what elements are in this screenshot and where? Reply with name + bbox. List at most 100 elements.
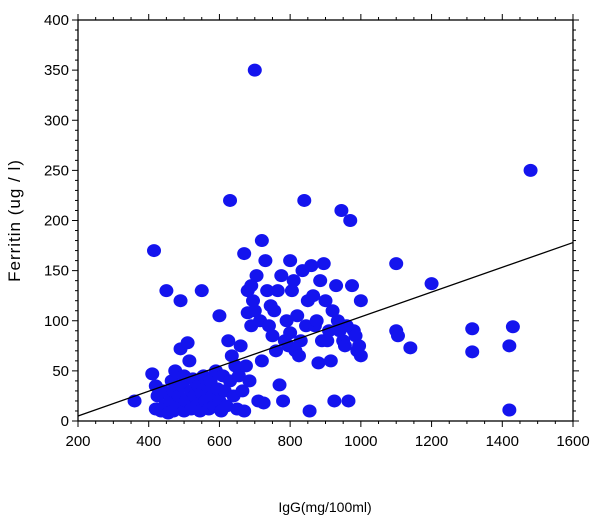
data-point	[329, 279, 344, 293]
data-point	[256, 396, 271, 410]
data-point	[348, 329, 363, 343]
data-point	[284, 284, 299, 298]
y-tick-label: 50	[52, 363, 69, 380]
data-point	[316, 257, 331, 271]
data-point	[313, 274, 328, 288]
data-point	[180, 336, 195, 350]
data-point	[297, 193, 312, 207]
data-point	[270, 284, 285, 298]
data-point	[390, 329, 405, 343]
data-point	[343, 214, 358, 227]
data-point	[223, 193, 238, 207]
data-point	[322, 324, 337, 338]
data-point	[353, 294, 368, 308]
data-point	[246, 294, 261, 308]
data-point	[311, 356, 326, 370]
data-point	[523, 163, 538, 177]
data-point	[293, 334, 308, 348]
data-point	[389, 257, 404, 271]
data-point	[235, 384, 250, 398]
data-point	[290, 309, 305, 323]
data-point	[320, 334, 335, 348]
data-point	[242, 374, 257, 388]
data-point	[244, 279, 259, 293]
data-point	[247, 304, 262, 318]
data-point	[224, 349, 239, 363]
x-tick-label: 1200	[415, 433, 448, 450]
data-point	[173, 294, 188, 308]
data-point	[403, 341, 418, 355]
x-tick-label: 600	[207, 433, 232, 450]
data-point	[502, 403, 517, 417]
data-point	[276, 394, 291, 408]
y-tick-label: 350	[44, 62, 69, 79]
y-tick-label: 0	[61, 413, 69, 430]
y-tick-label: 150	[44, 263, 69, 280]
x-axis-label: IgG(mg/100ml)	[278, 499, 371, 515]
y-axis-label: Ferritin (ug / l)	[5, 159, 24, 282]
data-point	[353, 349, 368, 363]
data-point	[258, 254, 273, 268]
data-point	[267, 304, 282, 318]
data-point	[247, 63, 262, 77]
data-point	[318, 294, 333, 308]
data-point	[291, 349, 306, 363]
data-point	[145, 367, 160, 381]
data-point	[274, 269, 289, 283]
data-point	[345, 279, 360, 293]
data-point	[182, 354, 197, 368]
data-point	[352, 339, 367, 353]
data-point	[306, 289, 321, 303]
tick-labels: 200 400 600 800 1000 1200 1400 1600 0 50 100 150 200…	[44, 12, 590, 450]
data-point	[283, 326, 298, 340]
regression-line	[77, 241, 574, 417]
data-point	[327, 394, 342, 408]
x-tick-label: 400	[136, 433, 161, 450]
data-point	[194, 284, 209, 298]
data-point	[465, 322, 480, 336]
data-point	[286, 274, 301, 288]
x-tick-label: 1000	[344, 433, 377, 450]
fit-line-layer	[77, 241, 574, 417]
data-point	[283, 254, 298, 268]
data-point	[302, 404, 317, 418]
data-point	[249, 269, 264, 283]
data-point	[159, 284, 174, 298]
data-point	[323, 354, 338, 368]
data-point	[337, 339, 352, 353]
data-points-layer	[127, 63, 538, 420]
x-tick-label: 1400	[486, 433, 519, 450]
data-point	[254, 234, 269, 248]
data-point	[325, 304, 340, 318]
x-tick-label: 800	[278, 433, 303, 450]
data-point	[237, 247, 252, 261]
x-tick-label: 200	[65, 433, 90, 450]
data-point	[260, 284, 275, 298]
data-point	[465, 345, 480, 359]
data-point	[231, 369, 246, 383]
data-point	[219, 399, 234, 413]
data-point	[265, 329, 280, 343]
y-tick-label: 300	[44, 112, 69, 129]
data-point	[221, 334, 236, 348]
data-point	[238, 359, 253, 373]
y-tick-label: 400	[44, 12, 69, 29]
data-point	[502, 339, 517, 353]
axis-ticks	[72, 14, 579, 427]
data-point	[424, 277, 439, 291]
data-point	[334, 203, 349, 217]
data-point	[272, 378, 287, 392]
y-tick-label: 100	[44, 313, 69, 330]
y-tick-label: 200	[44, 213, 69, 230]
data-point	[212, 309, 227, 323]
x-tick-label: 1600	[556, 433, 589, 450]
data-point	[254, 354, 269, 368]
data-point	[309, 314, 324, 328]
data-point	[237, 404, 252, 418]
data-point	[147, 244, 162, 258]
data-point	[233, 339, 248, 353]
data-point	[505, 320, 520, 334]
data-point	[341, 394, 356, 408]
y-tick-label: 250	[44, 162, 69, 179]
